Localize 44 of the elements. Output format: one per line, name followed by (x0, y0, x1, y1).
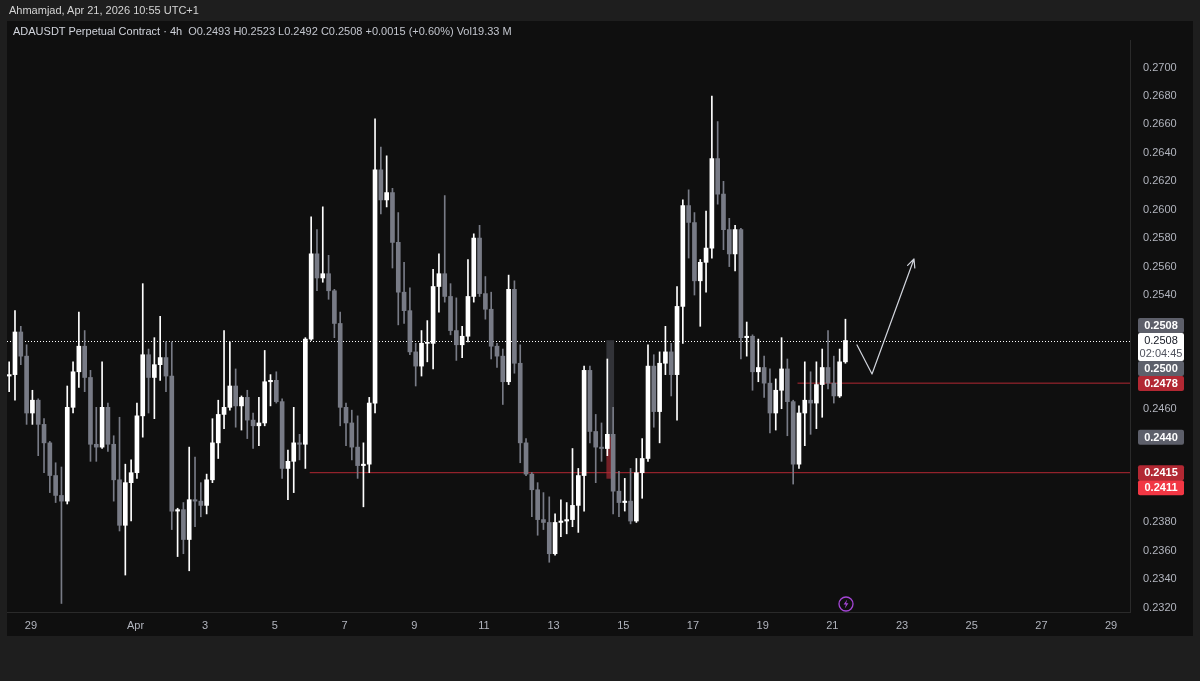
text: 0.2508 (1144, 319, 1178, 332)
x-tick-label: 13 (547, 618, 560, 631)
x-tick-label: 9 (411, 618, 418, 631)
x-tick-label: 23 (895, 618, 909, 631)
x-tick-label: 5 (271, 618, 278, 631)
y-tick-label: 0.2380 (1142, 515, 1177, 528)
chart-subtitle: O0.2493 H0.2523 L0.2492 C0.2508 +0.0015 (+0.60%) Vol19.33 M (188, 25, 512, 37)
y-tick-label: 0.2540 (1142, 288, 1177, 301)
text: 0.2500 (1144, 362, 1178, 375)
data-label: 0.2478 (1144, 377, 1178, 390)
x-tick-label: Apr (126, 618, 145, 631)
x-tick-label: 19 (756, 618, 769, 631)
y-tick-label: 0.2320 (1142, 600, 1177, 613)
y-tick-label: 0.2360 (1142, 543, 1177, 556)
text: 0.2411 (1144, 481, 1178, 494)
x-tick-label: 25 (965, 618, 978, 631)
text: 0.2440 (1144, 430, 1178, 443)
y-tick-label: 0.2660 (1142, 117, 1177, 130)
y-tick-label: 0.2340 (1142, 572, 1177, 585)
x-tick-label: 27 (1035, 618, 1048, 631)
y-tick-label: 0.2640 (1142, 145, 1177, 158)
x-tick-label: 11 (478, 618, 490, 631)
x-tick-label: 3 (202, 618, 209, 631)
x-tick-label: 29 (24, 618, 38, 631)
x-tick-label: 17 (686, 618, 700, 631)
candlestick (320, 206, 326, 283)
x-tick-label: 15 (617, 618, 630, 631)
y-tick-label: 0.2560 (1142, 259, 1177, 272)
y-tick-label: 0.2700 (1142, 60, 1177, 73)
y-tick-label: 0.2580 (1142, 231, 1177, 244)
text: Ahmamjad, Apr 21, 2026 10:55 UTC+1 (9, 3, 199, 17)
candlestick (198, 482, 204, 518)
chart-title: ADAUSDT Perpetual Contract · 4h (13, 25, 183, 37)
x-tick-label: 7 (341, 618, 348, 631)
y-tick-label: 0.2600 (1142, 202, 1177, 215)
candlestick (802, 361, 808, 447)
x-tick-label: 29 (1105, 618, 1118, 631)
data-label: 0.2415 (1144, 466, 1178, 479)
candlestick (622, 478, 628, 512)
x-tick-label: 21 (826, 618, 839, 631)
y-tick-label: 0.2460 (1142, 401, 1177, 414)
y-tick-label: 0.2620 (1142, 174, 1177, 187)
ref-line-label: 0.2508 02:04:45 (1139, 334, 1183, 360)
y-tick-label: 0.2680 (1142, 89, 1177, 102)
